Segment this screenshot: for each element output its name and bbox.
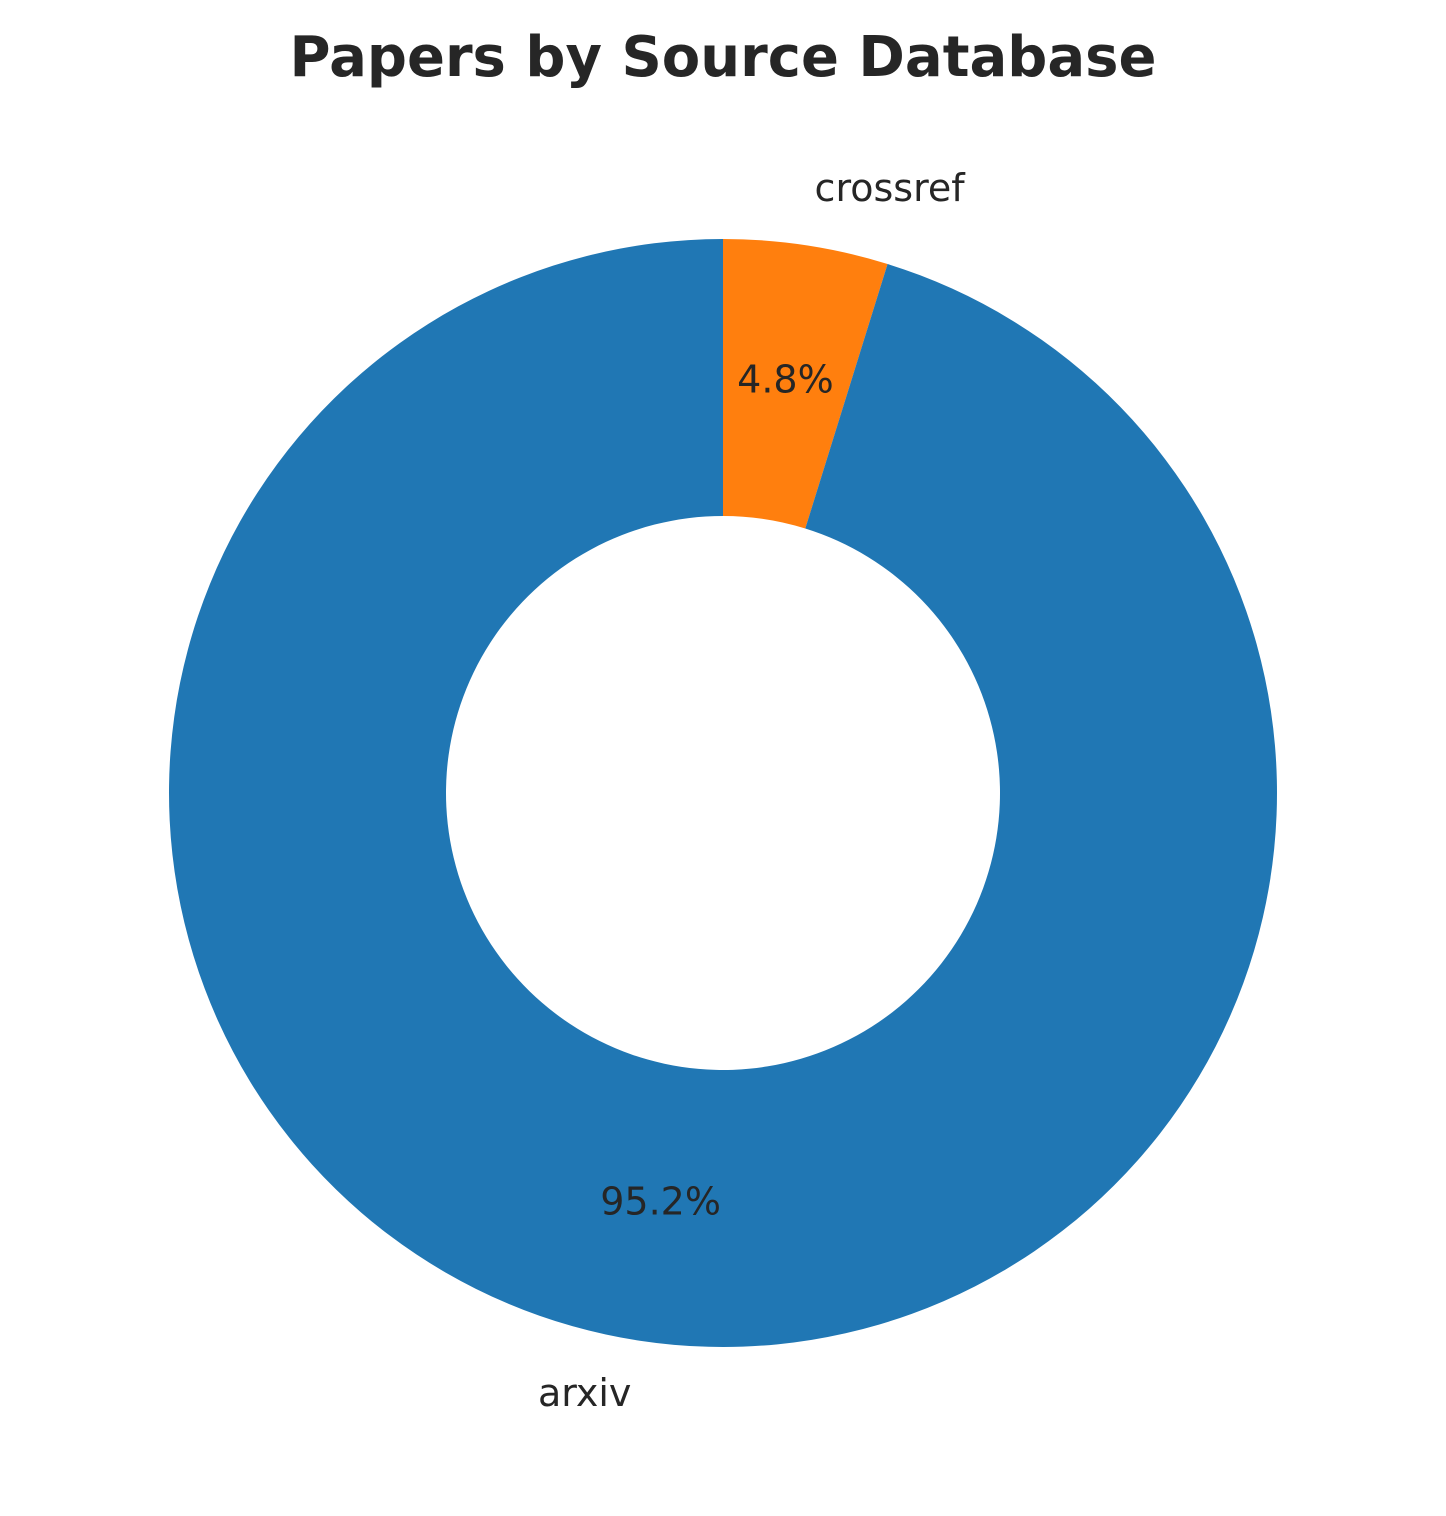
slice-arxiv (168, 239, 1277, 1347)
slice-label-arxiv: arxiv (538, 1371, 631, 1415)
slice-label-crossref: crossref (815, 166, 967, 210)
slice-crossref (723, 239, 888, 529)
chart-title: Papers by Source Database (290, 25, 1157, 90)
labels-group: crossref 4.8% arxiv 95.2% (538, 166, 966, 1415)
slice-percent-crossref: 4.8% (737, 358, 834, 402)
slice-percent-arxiv: 95.2% (600, 1179, 721, 1223)
slices-group (168, 239, 1277, 1347)
